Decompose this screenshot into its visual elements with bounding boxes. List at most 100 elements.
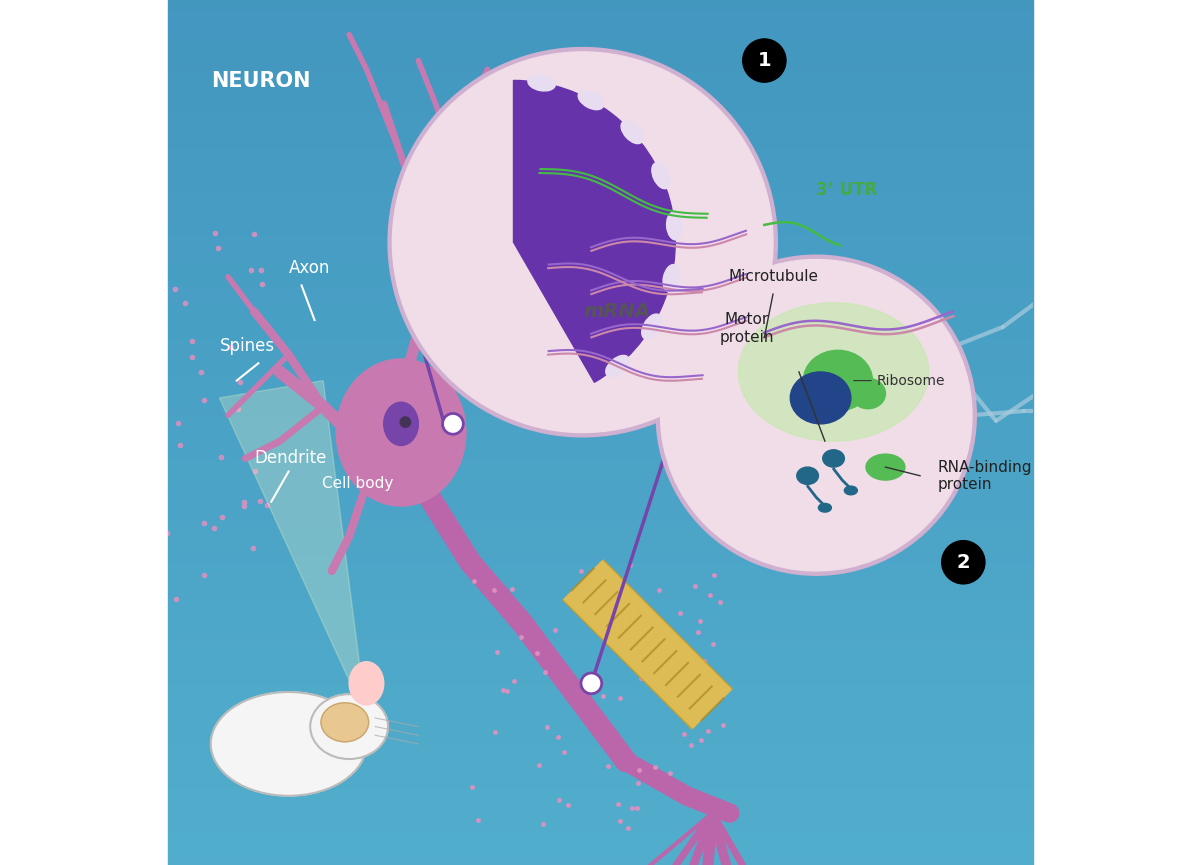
Text: NEURON: NEURON bbox=[211, 71, 311, 91]
Bar bbox=[168, 536, 1032, 545]
Bar bbox=[168, 614, 1032, 623]
Bar bbox=[168, 268, 1032, 277]
Bar bbox=[168, 372, 1032, 381]
Bar bbox=[168, 848, 1032, 856]
Bar bbox=[168, 303, 1032, 311]
Bar bbox=[168, 95, 1032, 104]
Bar bbox=[168, 701, 1032, 709]
Ellipse shape bbox=[823, 450, 845, 467]
Bar bbox=[168, 450, 1032, 458]
Text: 2: 2 bbox=[956, 553, 970, 572]
Bar bbox=[168, 329, 1032, 337]
Bar bbox=[168, 467, 1032, 476]
Bar bbox=[168, 17, 1032, 26]
Bar bbox=[168, 830, 1032, 839]
Bar bbox=[168, 839, 1032, 848]
Wedge shape bbox=[514, 80, 676, 382]
Bar bbox=[168, 69, 1032, 78]
Bar bbox=[168, 407, 1032, 415]
Bar bbox=[168, 545, 1032, 554]
Bar bbox=[168, 130, 1032, 138]
Bar bbox=[168, 225, 1032, 234]
Bar bbox=[168, 363, 1032, 372]
Ellipse shape bbox=[738, 303, 929, 441]
Ellipse shape bbox=[622, 121, 643, 144]
Bar bbox=[168, 554, 1032, 562]
Ellipse shape bbox=[578, 91, 604, 110]
Bar bbox=[168, 502, 1032, 510]
Text: RNA-binding
protein: RNA-binding protein bbox=[937, 459, 1032, 492]
Circle shape bbox=[388, 48, 778, 437]
Bar bbox=[168, 727, 1032, 735]
Bar bbox=[168, 311, 1032, 320]
Bar bbox=[168, 164, 1032, 173]
Ellipse shape bbox=[797, 467, 818, 484]
Bar bbox=[168, 320, 1032, 329]
Bar bbox=[168, 9, 1032, 17]
Bar bbox=[168, 804, 1032, 813]
Ellipse shape bbox=[384, 402, 419, 445]
Bar bbox=[168, 251, 1032, 260]
Bar bbox=[168, 43, 1032, 52]
Bar bbox=[168, 294, 1032, 303]
Ellipse shape bbox=[349, 662, 384, 705]
Text: Dendrite: Dendrite bbox=[254, 450, 326, 467]
Text: Ribosome: Ribosome bbox=[853, 374, 946, 388]
Bar bbox=[168, 389, 1032, 398]
Bar bbox=[168, 441, 1032, 450]
Bar bbox=[168, 493, 1032, 502]
Bar bbox=[168, 657, 1032, 666]
Text: 3’ UTR: 3’ UTR bbox=[816, 182, 877, 199]
Ellipse shape bbox=[851, 379, 886, 409]
Bar bbox=[168, 753, 1032, 761]
Text: Microtubule: Microtubule bbox=[728, 269, 818, 285]
Ellipse shape bbox=[818, 503, 832, 512]
Bar bbox=[168, 510, 1032, 519]
Bar bbox=[168, 476, 1032, 484]
Bar bbox=[168, 692, 1032, 701]
Bar bbox=[168, 709, 1032, 718]
Bar bbox=[168, 208, 1032, 216]
Bar bbox=[168, 432, 1032, 441]
Text: mRNA: mRNA bbox=[584, 302, 650, 321]
Circle shape bbox=[581, 673, 601, 694]
Circle shape bbox=[443, 413, 463, 434]
Bar bbox=[168, 822, 1032, 830]
Circle shape bbox=[660, 260, 972, 571]
Ellipse shape bbox=[642, 314, 661, 339]
Bar bbox=[168, 778, 1032, 787]
Bar bbox=[168, 683, 1032, 692]
Bar bbox=[168, 173, 1032, 182]
Bar bbox=[168, 571, 1032, 580]
Bar bbox=[168, 606, 1032, 614]
Bar bbox=[168, 796, 1032, 804]
Bar bbox=[168, 147, 1032, 156]
Bar bbox=[168, 597, 1032, 605]
Ellipse shape bbox=[803, 350, 872, 411]
Bar bbox=[168, 415, 1032, 424]
Bar bbox=[168, 285, 1032, 294]
Circle shape bbox=[942, 541, 985, 584]
Bar bbox=[168, 199, 1032, 208]
Text: Axon: Axon bbox=[289, 260, 330, 277]
Bar bbox=[168, 35, 1032, 43]
Bar bbox=[168, 26, 1032, 35]
Bar bbox=[168, 216, 1032, 225]
Bar bbox=[168, 718, 1032, 727]
Bar bbox=[168, 355, 1032, 363]
Bar bbox=[168, 398, 1032, 407]
Bar bbox=[168, 484, 1032, 493]
Text: 1: 1 bbox=[757, 51, 772, 70]
Bar bbox=[168, 856, 1032, 865]
Bar bbox=[168, 0, 1032, 9]
Bar bbox=[168, 675, 1032, 683]
Ellipse shape bbox=[311, 694, 388, 759]
Text: Motor
protein: Motor protein bbox=[720, 312, 774, 345]
Bar bbox=[168, 744, 1032, 753]
Ellipse shape bbox=[652, 163, 670, 189]
Ellipse shape bbox=[336, 359, 466, 506]
Ellipse shape bbox=[664, 265, 679, 292]
Bar bbox=[168, 190, 1032, 199]
Bar bbox=[168, 242, 1032, 251]
Bar bbox=[168, 770, 1032, 778]
